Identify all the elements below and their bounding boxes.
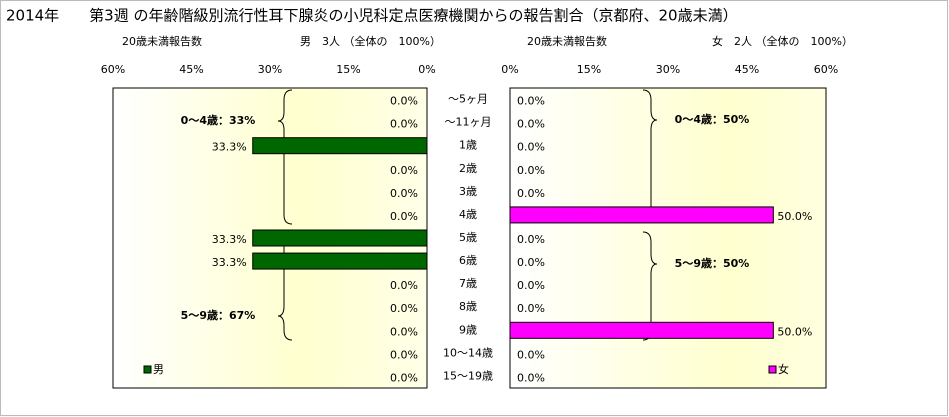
value-label: 0.0% [390, 371, 418, 384]
plot-area [509, 87, 827, 389]
category-label: 3歳 [459, 185, 477, 198]
value-label: 0.0% [390, 118, 418, 131]
value-label: 0.0% [390, 187, 418, 200]
annotation: 0～4歳：50% [675, 112, 750, 126]
x-tick-label: 60% [814, 63, 838, 76]
x-tick-label: 15% [577, 63, 601, 76]
legend-swatch [143, 365, 152, 374]
value-label: 50.0% [777, 325, 812, 338]
category-label: ～5ヶ月 [448, 93, 488, 106]
value-label: 0.0% [517, 95, 545, 108]
value-label: 0.0% [390, 210, 418, 223]
bar [252, 137, 428, 155]
brace [277, 89, 293, 225]
chart-title: 2014年 第3週 の年齢階級別流行性耳下腺炎の小児科定点医療機関からの報告割合… [6, 7, 738, 25]
category-label: ～11ヶ月 [445, 116, 492, 129]
x-tick-label: 0% [501, 63, 518, 76]
total-label: 女 2人 （全体の 100%） [712, 34, 853, 48]
category-label: 1歳 [459, 139, 477, 152]
value-label: 0.0% [517, 141, 545, 154]
x-tick-label: 0% [418, 63, 435, 76]
value-label: 33.3% [212, 233, 247, 246]
subtitle: 20歳未満報告数 [527, 35, 607, 48]
total-label: 男 3人 （全体の 100%） [300, 34, 441, 48]
x-tick-label: 45% [179, 63, 203, 76]
value-label: 50.0% [777, 210, 812, 223]
x-tick-label: 15% [336, 63, 360, 76]
value-label: 0.0% [390, 279, 418, 292]
value-label: 0.0% [517, 371, 545, 384]
bar [252, 252, 428, 270]
legend-label: 男 [153, 363, 164, 376]
value-label: 0.0% [390, 348, 418, 361]
category-label: 8歳 [459, 300, 477, 313]
value-label: 0.0% [517, 164, 545, 177]
legend-swatch [768, 365, 777, 374]
value-label: 0.0% [390, 325, 418, 338]
bar [509, 321, 774, 339]
value-label: 0.0% [390, 302, 418, 315]
x-tick-label: 30% [656, 63, 680, 76]
value-label: 0.0% [390, 95, 418, 108]
category-label: 6歳 [459, 254, 477, 267]
value-label: 0.0% [517, 233, 545, 246]
subtitle: 20歳未満報告数 [122, 35, 202, 48]
value-label: 0.0% [517, 118, 545, 131]
value-label: 0.0% [517, 302, 545, 315]
value-label: 0.0% [517, 256, 545, 269]
annotation: 5～9歳：67% [181, 308, 256, 322]
category-label: 9歳 [459, 323, 477, 336]
category-label: 7歳 [459, 277, 477, 290]
value-label: 0.0% [517, 279, 545, 292]
category-label: 4歳 [459, 208, 477, 221]
category-label: 15～19歳 [443, 369, 493, 382]
category-label: 5歳 [459, 231, 477, 244]
bar [509, 206, 774, 224]
bar [252, 229, 428, 247]
value-label: 33.3% [212, 256, 247, 269]
x-tick-label: 45% [735, 63, 759, 76]
category-label: 2歳 [459, 162, 477, 175]
x-tick-label: 30% [258, 63, 282, 76]
legend-label: 女 [778, 362, 789, 376]
value-label: 33.3% [212, 141, 247, 154]
value-label: 0.0% [517, 348, 545, 361]
value-label: 0.0% [390, 164, 418, 177]
annotation: 5～9歳：50% [675, 256, 750, 270]
x-tick-label: 60% [101, 63, 125, 76]
category-label: 10～14歳 [443, 346, 493, 359]
value-label: 0.0% [517, 187, 545, 200]
annotation: 0～4歳：33% [181, 113, 256, 127]
